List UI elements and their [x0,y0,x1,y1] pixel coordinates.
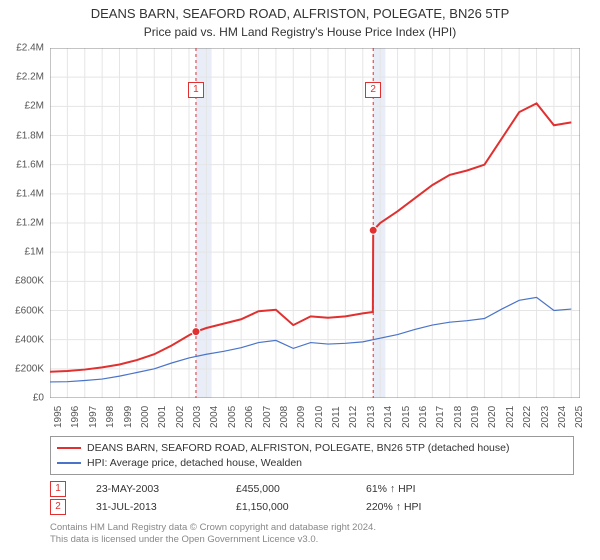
sale-marker-1: 1 [188,82,204,98]
x-axis-tick: 2025 [574,406,585,428]
x-axis-tick: 2001 [157,406,168,428]
x-axis-tick: 1998 [105,406,116,428]
y-axis-tick: £1.8M [4,130,44,141]
x-axis-tick: 2018 [453,406,464,428]
sales-table: 1 23-MAY-2003 £455,000 61% ↑ HPI 2 31-JUL-201… [50,480,421,516]
x-axis-tick: 2014 [383,406,394,428]
y-axis-tick: £1.4M [4,188,44,199]
x-axis-tick: 2013 [366,406,377,428]
chart-subtitle: Price paid vs. HM Land Registry's House … [0,23,600,39]
chart-svg [50,48,580,398]
y-axis-tick: £1M [4,247,44,258]
y-axis-tick: £800K [4,276,44,287]
sale-row: 1 23-MAY-2003 £455,000 61% ↑ HPI [50,480,421,498]
x-axis-tick: 2020 [487,406,498,428]
plot-area [50,48,580,398]
x-axis-tick: 1995 [53,406,64,428]
x-axis-tick: 2022 [522,406,533,428]
x-axis-tick: 2002 [175,406,186,428]
x-axis-tick: 2006 [244,406,255,428]
x-axis-tick: 2016 [418,406,429,428]
x-axis-tick: 2008 [279,406,290,428]
x-axis-tick: 2021 [505,406,516,428]
sale-pct: 220% ↑ HPI [366,501,421,513]
x-axis-tick: 2007 [262,406,273,428]
x-axis-tick: 1997 [88,406,99,428]
y-axis-tick: £0 [4,393,44,404]
x-axis-tick: 2024 [557,406,568,428]
sale-row: 2 31-JUL-2013 £1,150,000 220% ↑ HPI [50,498,421,516]
chart-container: DEANS BARN, SEAFORD ROAD, ALFRISTON, POL… [0,0,600,560]
sale-date: 31-JUL-2013 [96,501,206,513]
x-axis-tick: 2010 [314,406,325,428]
sale-marker-2: 2 [365,82,381,98]
x-axis-tick: 2005 [227,406,238,428]
legend: DEANS BARN, SEAFORD ROAD, ALFRISTON, POL… [50,436,574,475]
sale-price: £455,000 [236,483,336,495]
legend-swatch [57,462,81,464]
legend-label: HPI: Average price, detached house, Weal… [87,456,302,471]
sale-row-marker: 2 [50,499,66,515]
x-axis-tick: 2000 [140,406,151,428]
footer-note: Contains HM Land Registry data © Crown c… [50,522,376,547]
chart-title: DEANS BARN, SEAFORD ROAD, ALFRISTON, POL… [0,0,600,23]
legend-item: HPI: Average price, detached house, Weal… [57,456,567,471]
x-axis-tick: 2023 [540,406,551,428]
y-axis-tick: £600K [4,305,44,316]
footer-line2: This data is licensed under the Open Gov… [50,534,376,546]
x-axis-tick: 2019 [470,406,481,428]
x-axis-tick: 2004 [209,406,220,428]
y-axis-tick: £200K [4,363,44,374]
y-axis-tick: £2.2M [4,72,44,83]
sale-row-marker: 1 [50,481,66,497]
y-axis-tick: £400K [4,334,44,345]
sale-pct: 61% ↑ HPI [366,483,416,495]
x-axis-tick: 2017 [435,406,446,428]
x-axis-tick: 1996 [70,406,81,428]
y-axis-tick: £2.4M [4,43,44,54]
x-axis-tick: 2012 [348,406,359,428]
x-axis-tick: 1999 [123,406,134,428]
x-axis-tick: 2009 [296,406,307,428]
x-axis-tick: 2015 [401,406,412,428]
y-axis-tick: £1.2M [4,218,44,229]
legend-label: DEANS BARN, SEAFORD ROAD, ALFRISTON, POL… [87,441,509,456]
sale-date: 23-MAY-2003 [96,483,206,495]
legend-item: DEANS BARN, SEAFORD ROAD, ALFRISTON, POL… [57,441,567,456]
y-axis-tick: £1.6M [4,159,44,170]
legend-swatch [57,447,81,449]
sale-price: £1,150,000 [236,501,336,513]
x-axis-tick: 2003 [192,406,203,428]
footer-line1: Contains HM Land Registry data © Crown c… [50,522,376,534]
x-axis-tick: 2011 [331,406,342,428]
y-axis-tick: £2M [4,101,44,112]
